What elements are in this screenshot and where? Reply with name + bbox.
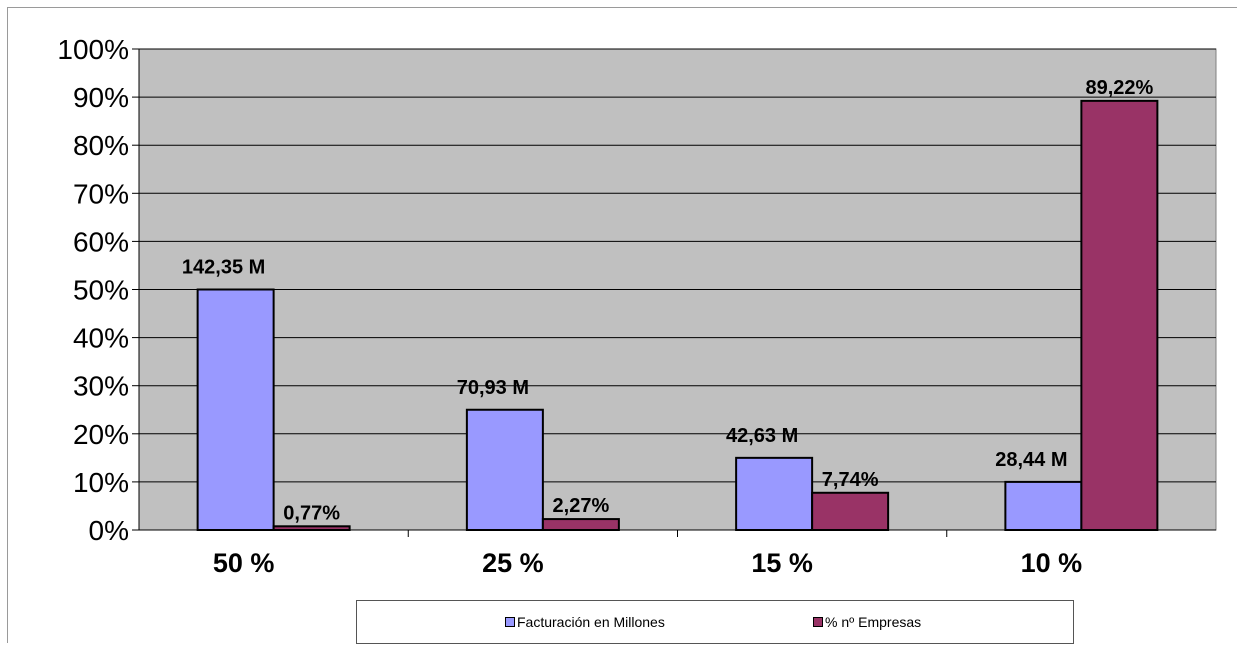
data-label: 70,93 M — [457, 377, 529, 399]
y-tick-label: 60% — [73, 226, 129, 257]
gridlines — [139, 48, 1216, 483]
y-tick-label: 30% — [73, 371, 129, 402]
x-tick-label: 25 % — [482, 548, 544, 578]
axes: 0% 10% 20% 30% 40% 50% 60% 70% 80% 90% 100% 50 % 25 … — [57, 34, 1216, 578]
legend-label-facturacion: Facturación en Millones — [517, 614, 665, 630]
legend-swatch-empresas — [813, 617, 823, 627]
data-label: 7,74% — [822, 469, 879, 491]
bar-facturacion — [196, 288, 275, 531]
data-label: 28,44 M — [995, 449, 1067, 471]
y-tick-label: 0% — [89, 515, 129, 546]
legend-item-empresas: % nº Empresas — [813, 614, 921, 630]
data-labels: 142,35 M 0,77% 70,93 M 2,27% 42,63 M 7,74% 28,… — [182, 77, 1154, 524]
chart-frame — [7, 7, 1237, 643]
bar-empresas — [811, 491, 890, 531]
bar-empresas — [1080, 99, 1159, 531]
data-label: 0,77% — [283, 502, 340, 524]
y-tick-label: 100% — [57, 34, 129, 65]
y-tick-label: 90% — [73, 82, 129, 113]
bar-empresas — [541, 518, 620, 531]
data-label: 2,27% — [553, 495, 610, 517]
x-tick-label: 15 % — [751, 548, 813, 578]
legend-label-empresas: % nº Empresas — [825, 614, 922, 630]
legend-item-facturacion: Facturación en Millones — [505, 614, 665, 630]
bars — [196, 99, 1159, 532]
y-tick-label: 50% — [73, 275, 129, 306]
data-label: 89,22% — [1085, 77, 1153, 99]
y-tick-label: 80% — [73, 130, 129, 161]
bar-empresas — [272, 525, 351, 532]
bar-facturacion — [1004, 480, 1083, 531]
legend: Facturación en Millones % nº Empresas — [356, 600, 1074, 644]
y-tick-label: 10% — [73, 467, 129, 498]
data-label: 142,35 M — [182, 257, 265, 279]
legend-swatch-facturacion — [505, 617, 515, 627]
bar-facturacion — [735, 456, 814, 532]
y-tick-label: 70% — [73, 178, 129, 209]
x-tick-label: 10 % — [1021, 548, 1083, 578]
data-label: 42,63 M — [726, 425, 798, 447]
x-tick-label: 50 % — [213, 548, 275, 578]
y-tick-label: 40% — [73, 323, 129, 354]
y-tick-label: 20% — [73, 419, 129, 450]
bar-facturacion — [465, 408, 544, 531]
